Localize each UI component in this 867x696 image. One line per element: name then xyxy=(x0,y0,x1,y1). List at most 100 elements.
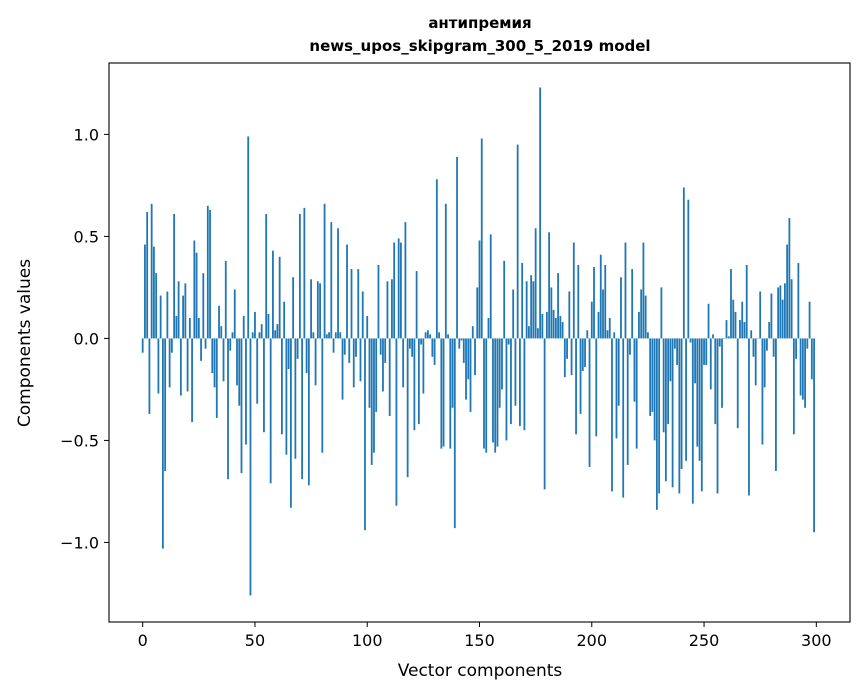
bar xyxy=(548,232,551,339)
bar xyxy=(195,252,198,339)
bar xyxy=(377,264,380,339)
bar xyxy=(721,338,723,408)
bar xyxy=(797,262,800,339)
bar xyxy=(375,338,378,412)
bar xyxy=(364,338,366,531)
bar xyxy=(242,315,245,339)
bar xyxy=(206,205,209,339)
bar xyxy=(346,244,348,339)
bar xyxy=(368,338,371,408)
bar xyxy=(638,311,640,339)
bar xyxy=(631,269,634,339)
bar xyxy=(700,338,703,492)
y-tick-label: −1.0 xyxy=(60,533,99,552)
bar xyxy=(400,242,402,339)
bar xyxy=(786,244,789,339)
bar xyxy=(691,338,694,504)
x-tick-label: 300 xyxy=(801,631,832,650)
bar xyxy=(694,338,696,384)
bar xyxy=(658,338,661,494)
bar xyxy=(532,281,535,339)
bar xyxy=(788,218,791,339)
bar xyxy=(761,338,764,445)
bar xyxy=(617,338,620,406)
x-tick-label: 0 xyxy=(138,631,148,650)
bar xyxy=(197,318,200,339)
bar xyxy=(408,338,411,349)
bar xyxy=(413,338,416,431)
bar xyxy=(440,338,443,449)
bar xyxy=(161,338,164,549)
bar xyxy=(503,260,506,339)
bar xyxy=(671,338,674,488)
bar xyxy=(202,273,205,339)
x-axis-label: Vector components xyxy=(398,661,563,681)
bar xyxy=(233,289,236,339)
bar xyxy=(629,338,631,355)
bar xyxy=(599,254,602,339)
bar xyxy=(736,338,739,429)
bar xyxy=(431,338,434,357)
bar xyxy=(496,338,499,447)
bar xyxy=(541,313,544,339)
bar xyxy=(620,277,622,339)
bar xyxy=(391,279,393,339)
bar xyxy=(707,303,710,339)
bar xyxy=(238,338,241,406)
bar xyxy=(561,322,564,339)
bar xyxy=(272,250,274,339)
bar xyxy=(330,222,333,339)
bar xyxy=(303,207,306,339)
bar xyxy=(572,242,575,339)
bar xyxy=(566,338,568,359)
bar xyxy=(159,295,162,339)
bar xyxy=(274,330,277,339)
bar xyxy=(373,338,375,453)
bar xyxy=(483,338,485,449)
bar xyxy=(687,199,690,339)
bar xyxy=(770,293,773,339)
bar xyxy=(402,338,405,388)
bar xyxy=(420,338,423,345)
bar xyxy=(741,301,744,339)
bar xyxy=(294,338,297,459)
bar xyxy=(716,338,719,494)
bar xyxy=(193,240,196,339)
bar xyxy=(411,338,414,357)
bar xyxy=(406,338,409,478)
bar xyxy=(813,338,815,533)
y-tick-label: 0.0 xyxy=(74,329,99,348)
x-tick-label: 150 xyxy=(464,631,495,650)
bar xyxy=(339,332,342,339)
bar xyxy=(433,338,436,365)
bar xyxy=(144,244,146,339)
bar xyxy=(325,334,328,339)
bar xyxy=(642,242,645,339)
bar xyxy=(806,338,809,349)
bar xyxy=(278,256,281,339)
bar xyxy=(682,187,685,339)
bar xyxy=(209,209,211,339)
bar xyxy=(305,338,308,374)
bar xyxy=(730,269,732,339)
bar xyxy=(263,338,265,433)
bar xyxy=(314,338,317,386)
bar xyxy=(588,338,591,467)
bar xyxy=(718,338,721,347)
bar xyxy=(204,338,207,349)
bar xyxy=(552,309,555,339)
bar xyxy=(570,338,573,376)
bar xyxy=(772,338,775,357)
bar xyxy=(316,281,319,339)
bar xyxy=(725,320,728,339)
bar xyxy=(575,338,577,435)
bar xyxy=(332,338,335,353)
bar xyxy=(323,203,326,339)
bar xyxy=(384,338,387,363)
x-axis-ticks: 0 50 100 150 200 250 300 xyxy=(138,622,832,650)
bar xyxy=(705,338,708,365)
bar xyxy=(732,299,735,339)
bar xyxy=(739,320,741,339)
bar xyxy=(489,234,492,339)
bar xyxy=(530,275,533,339)
